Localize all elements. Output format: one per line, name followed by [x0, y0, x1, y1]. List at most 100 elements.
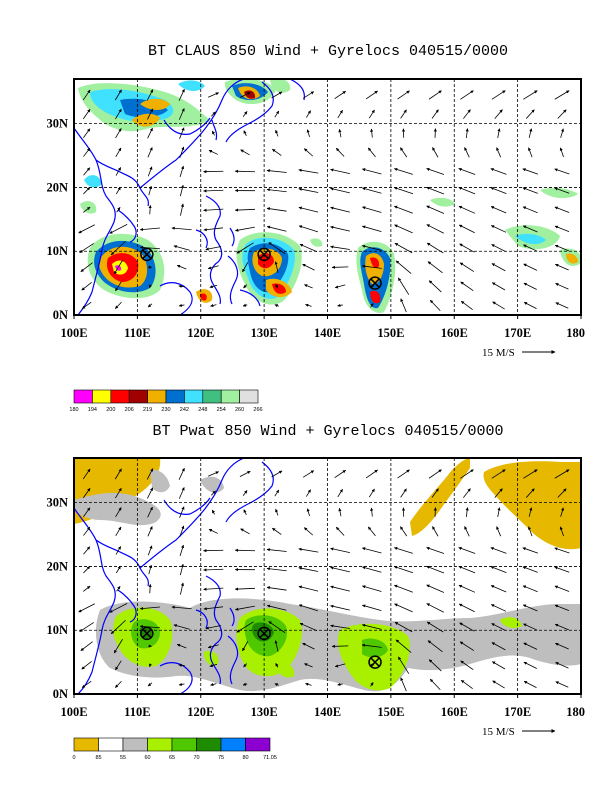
wind-vector — [180, 582, 184, 595]
wind-vector — [560, 507, 565, 517]
wind-vector — [368, 488, 375, 498]
wind-vector — [176, 264, 187, 270]
wind-vector — [490, 547, 507, 554]
wind-vector — [464, 147, 470, 158]
wind-vector — [399, 526, 408, 537]
wind-vector — [525, 109, 535, 119]
wind-vector — [458, 205, 476, 214]
colorbar-swatch — [202, 389, 222, 404]
wind-vector — [302, 642, 315, 650]
wind-vector — [428, 659, 442, 672]
wind-vector — [330, 624, 350, 629]
wind-vector — [491, 642, 506, 651]
colorbar-swatch — [245, 737, 271, 752]
wind-vector — [109, 603, 128, 613]
wind-vector — [203, 227, 224, 232]
wind-vector — [179, 146, 185, 158]
wind-vector — [115, 487, 122, 499]
wind-vector — [334, 469, 346, 478]
wind-vector — [426, 546, 445, 554]
wind-vector — [458, 584, 476, 593]
wind-vector — [460, 469, 474, 479]
wind-vector — [83, 566, 91, 574]
wind-vector — [211, 490, 216, 496]
wind-vector — [203, 568, 224, 572]
wind-vector — [266, 586, 287, 591]
colorbar-label: 65 — [169, 755, 175, 761]
wind-vector — [427, 640, 443, 653]
wind-vector — [303, 527, 314, 536]
wind-vector — [460, 660, 474, 671]
wind-vector — [272, 148, 282, 156]
wind-vector — [361, 547, 382, 554]
scale-label: 15 M/S — [482, 347, 515, 359]
wind-vector — [465, 128, 469, 138]
wind-vector — [303, 148, 314, 157]
wind-vector — [234, 548, 256, 552]
wind-vector — [523, 661, 537, 669]
wind-vector — [83, 526, 91, 536]
wind-vector — [367, 526, 376, 537]
wind-vector — [460, 281, 474, 292]
wind-vector — [554, 168, 570, 175]
wind-vector — [235, 226, 255, 232]
wind-vector — [115, 186, 121, 195]
wind-vector — [266, 207, 287, 212]
wind-vector — [554, 585, 570, 592]
wind-vector — [81, 661, 92, 670]
wind-vector — [178, 682, 185, 686]
wind-vector — [337, 488, 343, 498]
wind-vector — [490, 168, 507, 175]
wind-vector — [523, 301, 537, 309]
wind-vector — [559, 526, 564, 537]
wind-vector — [205, 246, 222, 251]
wind-vector — [426, 603, 444, 613]
y-tick-label: 0N — [53, 687, 68, 701]
wind-vector — [426, 205, 445, 214]
wind-vector — [459, 622, 475, 632]
wind-vector — [81, 301, 92, 309]
wind-vector — [491, 244, 506, 252]
wind-vector — [147, 166, 153, 177]
wind-vector — [395, 260, 412, 274]
wind-vector — [173, 624, 190, 630]
wind-vector — [397, 277, 410, 295]
wind-vector — [242, 262, 249, 273]
wind-vector — [268, 242, 286, 254]
claus-scale-vector: 15 M/S — [482, 347, 556, 359]
wind-vector — [110, 240, 126, 256]
wind-vector — [147, 127, 153, 139]
wind-vector — [148, 564, 153, 575]
wind-vector — [178, 487, 185, 499]
wind-vector — [82, 585, 91, 592]
wind-vector — [211, 130, 216, 136]
wind-vector — [428, 280, 442, 293]
wind-vector — [362, 225, 382, 232]
wind-vector — [211, 111, 216, 117]
colorbar-swatch — [147, 389, 167, 404]
wind-vector — [234, 169, 256, 173]
wind-vector — [305, 489, 311, 497]
panel-title: BT CLAUS 850 Wind + Gyrelocs 040515/0000 — [148, 43, 508, 60]
wind-vector — [463, 109, 471, 119]
wind-vector — [330, 187, 350, 194]
wind-vector — [365, 90, 378, 100]
x-tick-label: 100E — [60, 705, 87, 719]
wind-vector — [331, 265, 349, 269]
panel-title: BT Pwat 850 Wind + Gyrelocs 040515/0000 — [152, 423, 503, 440]
wind-vector — [338, 507, 342, 517]
colorbar-swatch — [171, 737, 197, 752]
wind-vector — [458, 167, 476, 175]
colorbar-swatch — [196, 737, 222, 752]
wind-vector — [459, 262, 475, 272]
wind-vector — [491, 469, 506, 479]
wind-vector — [555, 642, 569, 650]
wind-vector — [491, 263, 506, 272]
wind-vector — [147, 506, 153, 518]
x-tick-label: 150E — [377, 705, 404, 719]
wind-vector — [370, 303, 374, 308]
pwat-gyrelocs — [140, 626, 382, 669]
x-tick-label: 110E — [124, 705, 150, 719]
wind-vector — [362, 187, 382, 194]
wind-vector — [242, 641, 249, 652]
